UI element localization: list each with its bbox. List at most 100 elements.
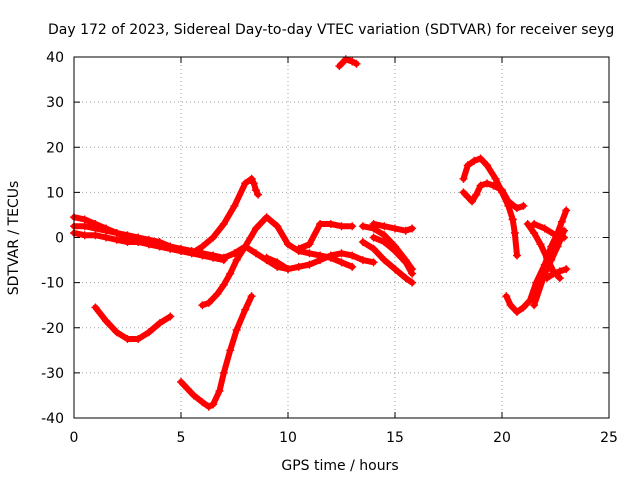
data-point: [337, 249, 346, 258]
series-track-o: [459, 179, 528, 213]
data-point: [491, 174, 500, 183]
data-point: [369, 244, 378, 253]
data-point: [369, 219, 378, 228]
data-point: [144, 328, 153, 337]
data-point: [284, 240, 292, 249]
data-point: [358, 256, 367, 265]
y-tick-label: 10: [46, 185, 64, 201]
y-tick-label: -10: [41, 276, 64, 292]
data-point: [198, 242, 207, 251]
data-point: [549, 269, 558, 278]
data-point: [91, 224, 100, 233]
data-point: [204, 402, 213, 411]
data-point: [358, 222, 367, 231]
data-point: [512, 204, 521, 213]
data-point: [305, 260, 314, 269]
data-point: [247, 292, 256, 301]
series-track-d: [91, 303, 175, 344]
data-point: [551, 231, 560, 240]
data-point: [219, 368, 228, 377]
data-point: [391, 265, 399, 274]
y-tick-label: 0: [55, 231, 64, 247]
data-point: [401, 274, 410, 283]
data-point: [219, 219, 228, 228]
data-point: [380, 231, 389, 240]
data-point: [247, 174, 256, 183]
data-point: [305, 240, 314, 249]
data-point: [123, 335, 132, 344]
data-point: [219, 280, 228, 289]
data-point: [337, 258, 346, 267]
data-point: [562, 265, 571, 274]
x-tick-label: 10: [279, 430, 297, 446]
data-point: [352, 59, 361, 68]
series-layer: [70, 55, 571, 411]
x-axis-label: GPS time / hours: [281, 458, 398, 474]
data-point: [198, 301, 207, 310]
data-point: [408, 224, 417, 233]
data-point: [369, 233, 378, 242]
data-point: [337, 222, 346, 231]
series-track-t: [530, 219, 569, 242]
data-point: [508, 215, 517, 224]
data-point: [166, 244, 175, 253]
data-point: [209, 233, 218, 242]
data-point: [209, 400, 218, 409]
series-band: [531, 221, 568, 241]
series-band: [460, 155, 516, 223]
data-point: [510, 228, 519, 237]
series-band: [359, 239, 416, 286]
y-tick-label: -20: [41, 321, 64, 337]
data-point: [476, 181, 485, 190]
data-point: [519, 303, 528, 312]
data-point: [80, 231, 89, 240]
series-band: [509, 216, 520, 259]
data-point: [542, 253, 551, 262]
series-track-s: [536, 265, 571, 283]
data-point: [348, 262, 357, 271]
data-point: [483, 179, 492, 188]
data-point: [536, 271, 545, 280]
x-tick-label: 5: [177, 430, 186, 446]
x-tick-label: 25: [600, 430, 618, 446]
data-point: [560, 233, 569, 242]
data-point: [294, 244, 303, 253]
data-point: [470, 156, 479, 165]
data-point: [230, 249, 239, 258]
data-point: [91, 303, 100, 312]
data-point: [230, 201, 239, 210]
data-point: [249, 179, 258, 188]
series-band: [248, 175, 261, 198]
data-point: [463, 192, 472, 201]
data-point: [380, 222, 389, 231]
data-point: [198, 251, 207, 260]
data-point: [459, 188, 468, 197]
data-point: [463, 161, 472, 170]
data-point: [305, 249, 314, 258]
series-track-e: [177, 292, 256, 411]
data-point: [226, 269, 235, 278]
data-point: [166, 312, 175, 321]
data-point: [401, 258, 410, 267]
series-track-i: [335, 55, 361, 71]
data-point: [80, 215, 89, 224]
series-track-a2: [247, 174, 263, 199]
ticks: 0 5 10 15 20 25 -40 -30 -20 -10 0 10 20 30 40: [41, 50, 618, 446]
data-point: [408, 278, 417, 287]
data-point: [284, 265, 292, 274]
data-point: [213, 289, 222, 298]
data-point: [273, 258, 282, 267]
data-point: [262, 213, 271, 222]
data-point: [187, 249, 196, 258]
data-point: [483, 161, 492, 170]
data-point: [540, 224, 549, 233]
data-point: [555, 274, 564, 283]
series-track-k: [358, 238, 417, 287]
y-tick-label: 40: [46, 50, 64, 66]
y-tick-label: 20: [46, 140, 64, 156]
data-point: [553, 242, 562, 251]
data-point: [241, 179, 250, 188]
data-point: [326, 219, 335, 228]
data-point: [155, 319, 164, 328]
data-point: [476, 154, 485, 163]
